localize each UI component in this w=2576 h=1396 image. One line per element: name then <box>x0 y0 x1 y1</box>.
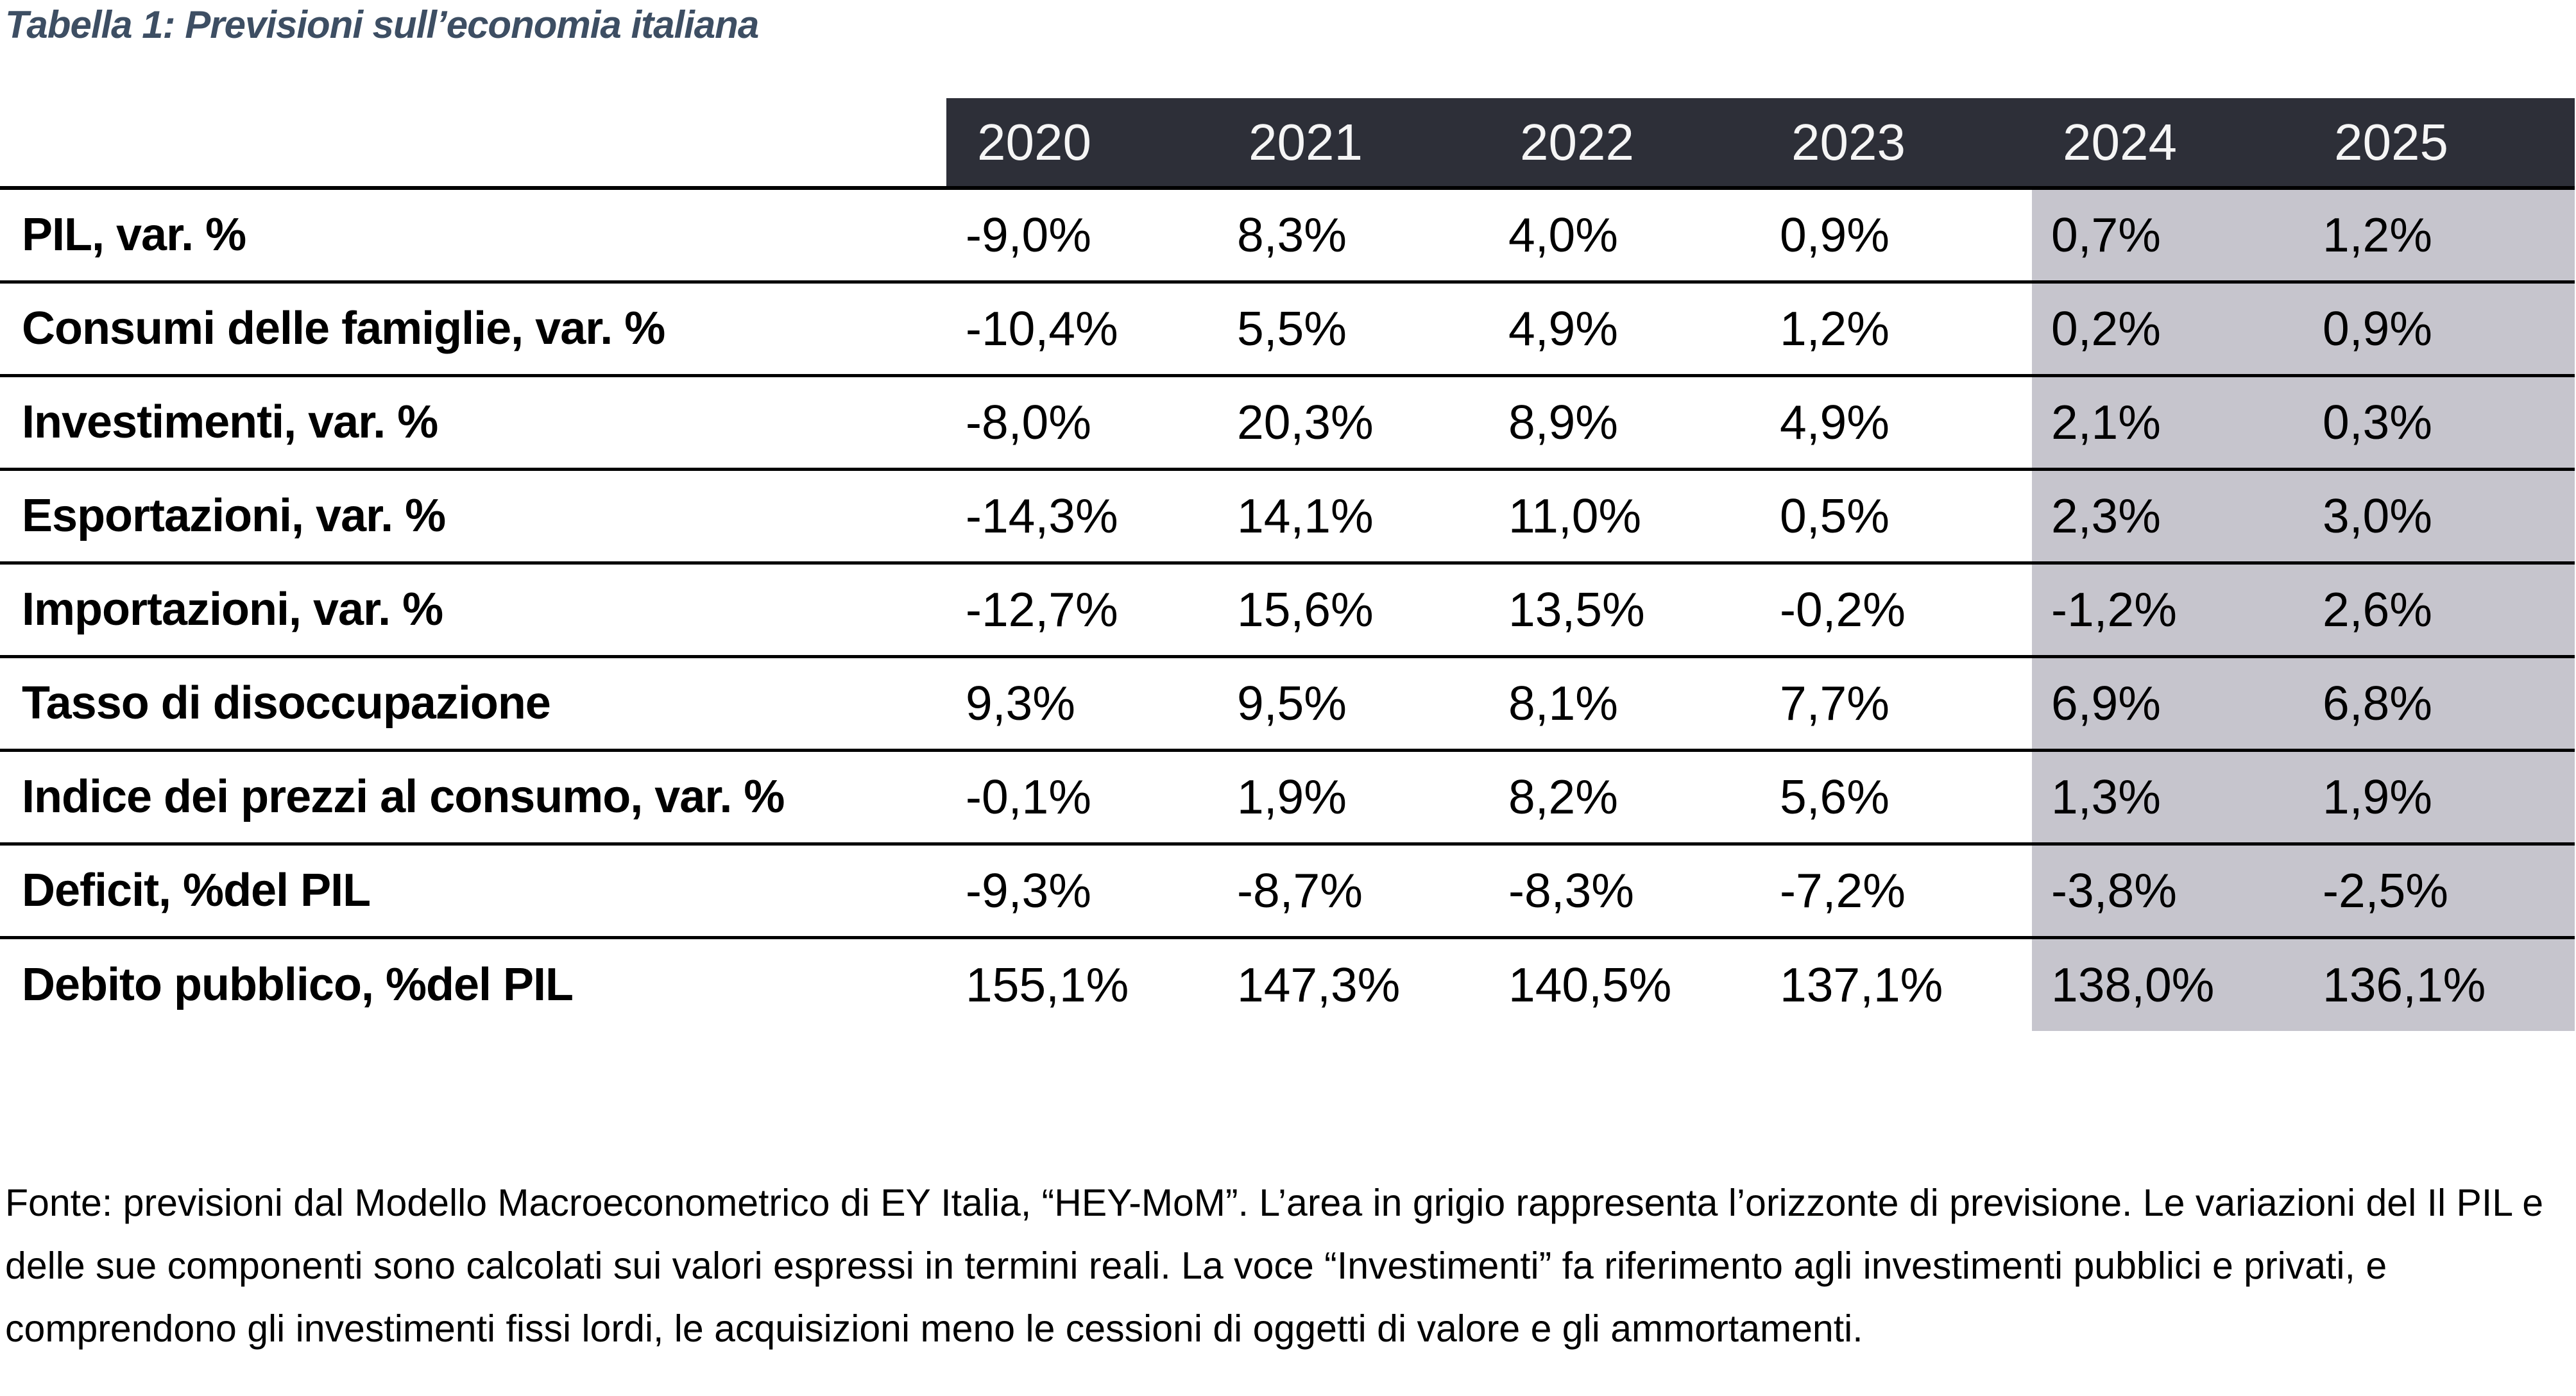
value-cell: 0,5% <box>1780 489 1889 543</box>
table-row: Importazioni, var. % -12,7% 15,6% 13,5% … <box>0 563 2575 656</box>
year-header: 2025 <box>2303 98 2575 188</box>
value-cell: 7,7% <box>1780 676 1889 730</box>
value-cell-forecast: 138,0% <box>2032 937 2303 1031</box>
table-row: PIL, var. % -9,0% 8,3% 4,0% 0,9% 0,7% 1,… <box>0 188 2575 282</box>
source-footnote: Fonte: previsioni dal Modello Macroecono… <box>5 1182 2544 1350</box>
value-cell: -9,0% <box>966 208 1091 262</box>
value-cell: 147,3% <box>1237 958 1401 1012</box>
value-cell-forecast: 1,9% <box>2303 750 2575 844</box>
row-label: Investimenti, var. % <box>22 396 438 448</box>
table-row: Consumi delle famiglie, var. % -10,4% 5,… <box>0 282 2575 375</box>
value-cell-forecast: 6,8% <box>2303 656 2575 750</box>
value-cell: 137,1% <box>1780 958 1943 1012</box>
value-cell-forecast: -1,2% <box>2032 563 2303 656</box>
value-cell: -10,4% <box>966 302 1118 355</box>
row-label: Importazioni, var. % <box>22 584 443 635</box>
value-cell: 8,9% <box>1508 395 1618 449</box>
value-cell: 5,6% <box>1780 770 1889 824</box>
value-cell: 1,2% <box>1780 302 1889 355</box>
value-cell: 8,2% <box>1508 770 1618 824</box>
row-label: Tasso di disoccupazione <box>22 677 551 729</box>
value-cell-forecast: 0,9% <box>2303 282 2575 375</box>
value-cell: 13,5% <box>1508 583 1645 636</box>
value-cell: 1,9% <box>1237 770 1347 824</box>
value-cell-forecast: 2,1% <box>2032 375 2303 469</box>
table-row: Debito pubblico, %del PIL 155,1% 147,3% … <box>0 937 2575 1031</box>
value-cell-forecast: 1,2% <box>2303 188 2575 282</box>
value-cell-forecast: 0,3% <box>2303 375 2575 469</box>
year-header: 2022 <box>1489 98 1761 188</box>
value-cell: -9,3% <box>966 864 1091 917</box>
value-cell-forecast: 136,1% <box>2303 937 2575 1031</box>
forecast-table: 2020 2021 2022 2023 2024 2025 PIL, var. … <box>0 98 2575 1031</box>
value-cell: 4,9% <box>1508 302 1618 355</box>
table-row: Tasso di disoccupazione 9,3% 9,5% 8,1% 7… <box>0 656 2575 750</box>
value-cell: 15,6% <box>1237 583 1374 636</box>
value-cell: -8,7% <box>1237 864 1363 917</box>
value-cell: -8,3% <box>1508 864 1634 917</box>
value-cell: 8,1% <box>1508 676 1618 730</box>
value-cell-forecast: 0,2% <box>2032 282 2303 375</box>
table-row: Indice dei prezzi al consumo, var. % -0,… <box>0 750 2575 844</box>
value-cell: 14,1% <box>1237 489 1374 543</box>
table-title: Tabella 1: Previsioni sull’economia ital… <box>5 3 759 46</box>
value-cell: 155,1% <box>966 958 1129 1012</box>
value-cell: 140,5% <box>1508 958 1672 1012</box>
value-cell: -14,3% <box>966 489 1118 543</box>
value-cell: 11,0% <box>1508 489 1642 543</box>
table-row: Deficit, %del PIL -9,3% -8,7% -8,3% -7,2… <box>0 844 2575 937</box>
value-cell-forecast: 3,0% <box>2303 469 2575 563</box>
row-label: Debito pubblico, %del PIL <box>22 959 574 1011</box>
value-cell: 8,3% <box>1237 208 1347 262</box>
year-header: 2023 <box>1761 98 2032 188</box>
value-cell: 9,3% <box>966 676 1075 730</box>
row-label: Esportazioni, var. % <box>22 490 446 541</box>
value-cell-forecast: -2,5% <box>2303 844 2575 937</box>
value-cell-forecast: 6,9% <box>2032 656 2303 750</box>
row-label: PIL, var. % <box>22 209 246 261</box>
value-cell: 4,0% <box>1508 208 1618 262</box>
value-cell-forecast: 2,3% <box>2032 469 2303 563</box>
header-label-spacer <box>0 98 946 188</box>
year-header: 2020 <box>946 98 1218 188</box>
value-cell-forecast: 2,6% <box>2303 563 2575 656</box>
value-cell: -0,1% <box>966 770 1091 824</box>
row-label: Consumi delle famiglie, var. % <box>22 303 665 354</box>
value-cell: -12,7% <box>966 583 1118 636</box>
value-cell: -0,2% <box>1780 583 1906 636</box>
value-cell: -7,2% <box>1780 864 1906 917</box>
value-cell: 4,9% <box>1780 395 1889 449</box>
value-cell: 0,9% <box>1780 208 1889 262</box>
value-cell-forecast: 1,3% <box>2032 750 2303 844</box>
header-row: 2020 2021 2022 2023 2024 2025 <box>0 98 2575 188</box>
value-cell: 5,5% <box>1237 302 1347 355</box>
year-header: 2024 <box>2032 98 2303 188</box>
value-cell: 9,5% <box>1237 676 1347 730</box>
row-label: Deficit, %del PIL <box>22 865 371 916</box>
table-row: Investimenti, var. % -8,0% 20,3% 8,9% 4,… <box>0 375 2575 469</box>
value-cell: 20,3% <box>1237 395 1374 449</box>
value-cell-forecast: 0,7% <box>2032 188 2303 282</box>
value-cell: -8,0% <box>966 395 1091 449</box>
year-header: 2021 <box>1218 98 1489 188</box>
table-row: Esportazioni, var. % -14,3% 14,1% 11,0% … <box>0 469 2575 563</box>
row-label: Indice dei prezzi al consumo, var. % <box>22 771 785 822</box>
value-cell-forecast: -3,8% <box>2032 844 2303 937</box>
